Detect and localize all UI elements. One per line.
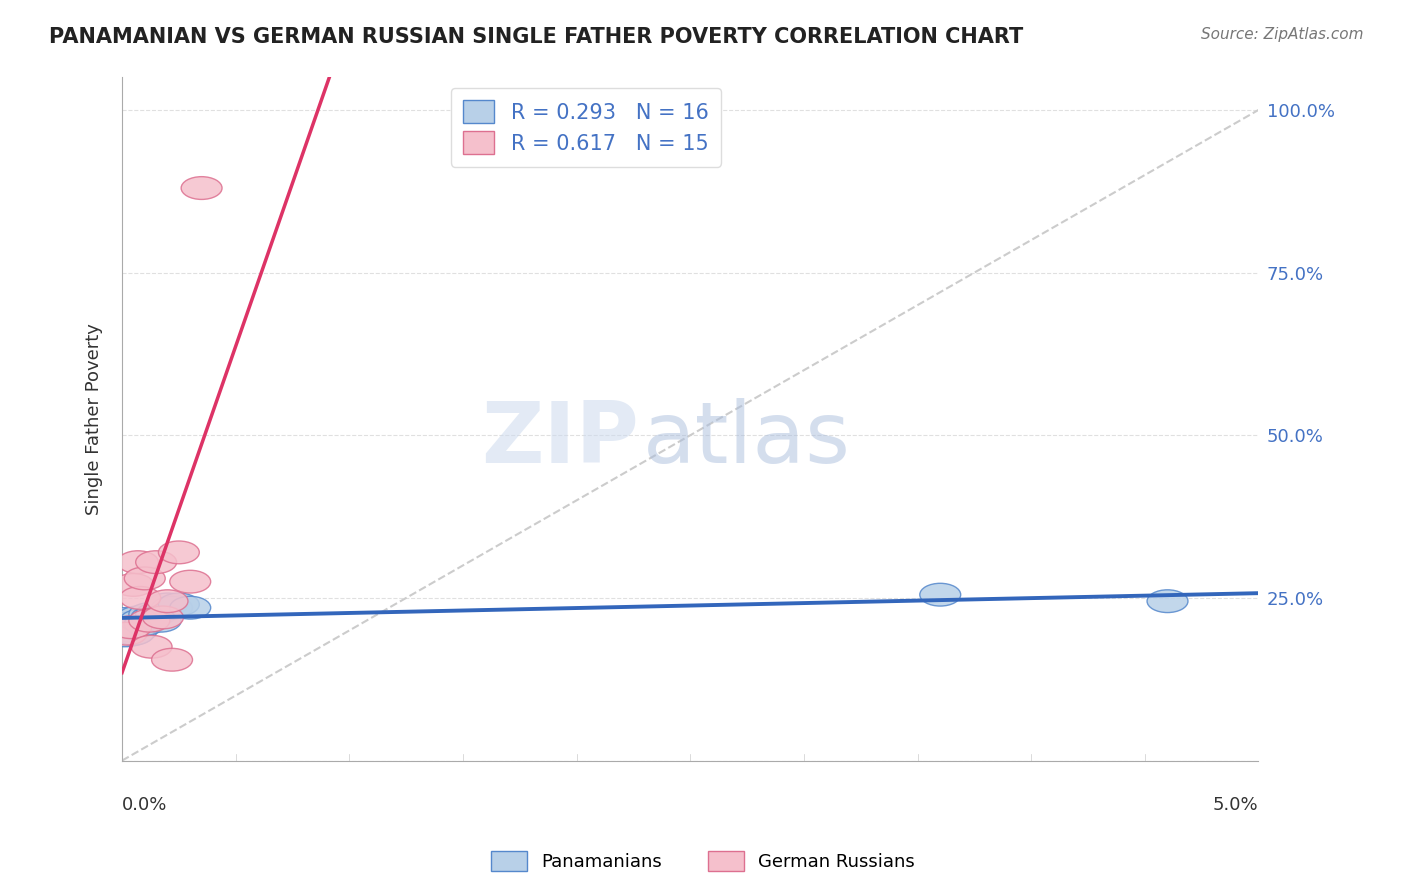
Text: 0.0%: 0.0% (122, 797, 167, 814)
Legend: Panamanians, German Russians: Panamanians, German Russians (484, 844, 922, 879)
Ellipse shape (124, 613, 166, 635)
Ellipse shape (152, 648, 193, 671)
Ellipse shape (159, 593, 200, 615)
Ellipse shape (118, 550, 159, 574)
Ellipse shape (120, 609, 160, 632)
Ellipse shape (170, 570, 211, 593)
Ellipse shape (90, 607, 159, 647)
Ellipse shape (1147, 590, 1188, 613)
Text: atlas: atlas (643, 398, 851, 481)
Ellipse shape (124, 567, 166, 590)
Ellipse shape (152, 597, 193, 619)
Text: Source: ZipAtlas.com: Source: ZipAtlas.com (1201, 27, 1364, 42)
Ellipse shape (170, 597, 211, 619)
Ellipse shape (159, 541, 200, 564)
Ellipse shape (105, 623, 148, 645)
Ellipse shape (148, 590, 188, 613)
Ellipse shape (920, 583, 960, 606)
Ellipse shape (112, 623, 153, 645)
Ellipse shape (142, 606, 183, 629)
Ellipse shape (141, 609, 181, 632)
Text: ZIP: ZIP (481, 398, 640, 481)
Ellipse shape (148, 593, 188, 615)
Ellipse shape (112, 574, 153, 597)
Ellipse shape (129, 609, 170, 632)
Ellipse shape (136, 603, 177, 625)
Ellipse shape (136, 550, 177, 574)
Ellipse shape (129, 603, 170, 625)
Legend: R = 0.293   N = 16, R = 0.617   N = 15: R = 0.293 N = 16, R = 0.617 N = 15 (451, 87, 721, 167)
Ellipse shape (111, 615, 152, 639)
Ellipse shape (181, 177, 222, 200)
Text: PANAMANIAN VS GERMAN RUSSIAN SINGLE FATHER POVERTY CORRELATION CHART: PANAMANIAN VS GERMAN RUSSIAN SINGLE FATH… (49, 27, 1024, 46)
Ellipse shape (120, 587, 160, 609)
Ellipse shape (108, 619, 149, 642)
Ellipse shape (131, 635, 172, 658)
Ellipse shape (131, 606, 172, 629)
Ellipse shape (118, 606, 159, 629)
Ellipse shape (105, 613, 148, 635)
Text: 5.0%: 5.0% (1213, 797, 1258, 814)
Y-axis label: Single Father Poverty: Single Father Poverty (86, 323, 103, 515)
